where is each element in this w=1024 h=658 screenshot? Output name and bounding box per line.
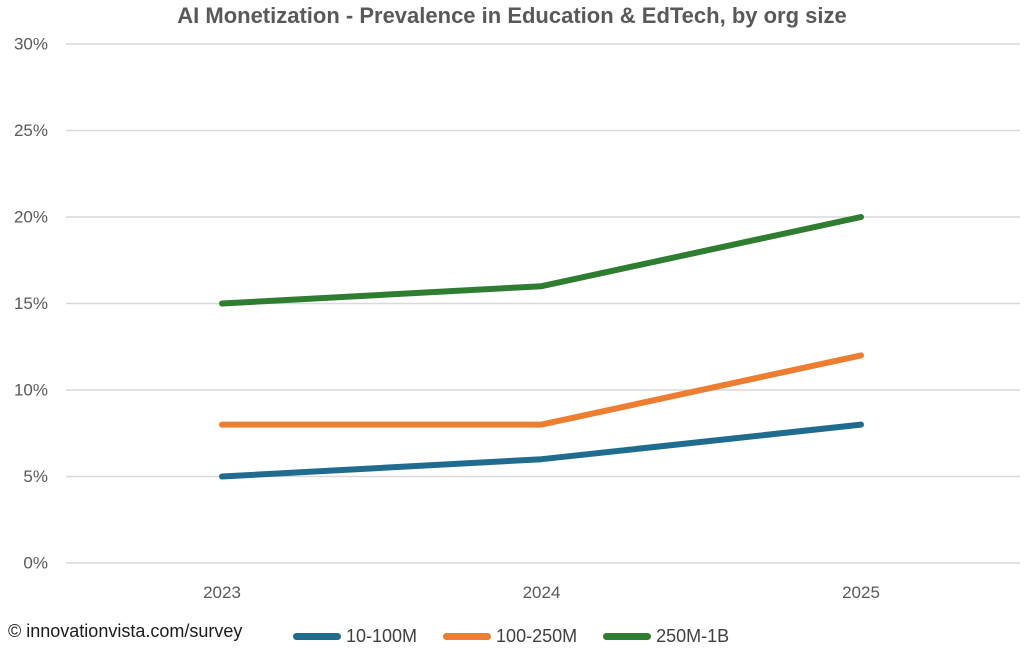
legend-label: 100-250M [496, 626, 578, 646]
legend-item-100-250m: 100-250M [443, 626, 577, 647]
series-line-250m-1b [219, 214, 864, 307]
ytick-label: 15% [14, 294, 48, 313]
ytick-label: 10% [14, 381, 48, 400]
ytick-label: 0% [23, 554, 48, 573]
series-line-100-250m [219, 352, 864, 428]
ytick-label: 30% [14, 35, 48, 54]
legend-swatch-icon [603, 633, 652, 640]
legend-swatch-icon [293, 633, 341, 640]
legend-label: 250M-1B [656, 626, 730, 646]
xtick-label: 2025 [842, 583, 880, 602]
ytick-label: 20% [14, 208, 48, 227]
chart-legend: 10-100M 100-250M 250M-1B [293, 626, 729, 647]
chart-title: AI Monetization - Prevalence in Educatio… [177, 3, 847, 28]
legend-label: 10-100M [346, 626, 418, 646]
xtick-label: 2023 [203, 583, 241, 602]
ytick-label: 25% [14, 121, 48, 140]
xtick-label: 2024 [523, 583, 561, 602]
legend-swatch-icon [443, 633, 492, 640]
series-line-10-100m [219, 421, 864, 480]
legend-item-250m-1b: 250M-1B [603, 626, 729, 647]
ytick-label: 5% [23, 467, 48, 486]
watermark-credit: © innovationvista.com/survey [8, 621, 243, 641]
legend-item-10-100m: 10-100M [293, 626, 417, 647]
